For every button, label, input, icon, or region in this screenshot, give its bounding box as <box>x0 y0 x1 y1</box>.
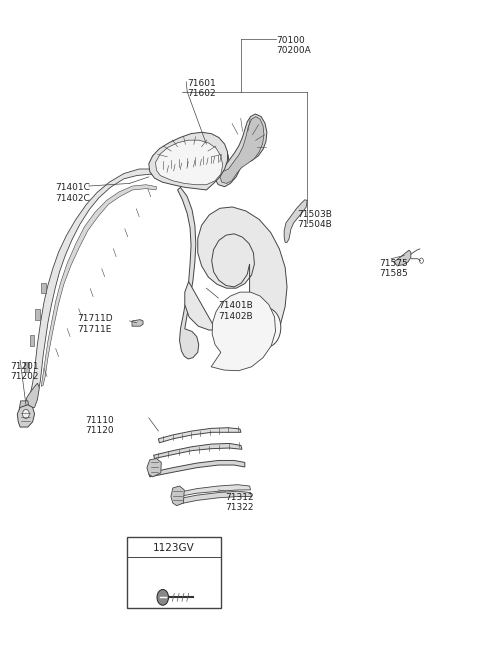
Text: 71110
71120: 71110 71120 <box>85 416 114 436</box>
Polygon shape <box>154 443 242 458</box>
Polygon shape <box>157 140 229 179</box>
Polygon shape <box>220 117 264 183</box>
Polygon shape <box>17 405 35 427</box>
Polygon shape <box>215 114 267 187</box>
Polygon shape <box>41 185 156 386</box>
Text: 71711D
71711E: 71711D 71711E <box>77 314 112 334</box>
Text: 1123GV: 1123GV <box>153 542 195 553</box>
Circle shape <box>23 409 29 419</box>
Text: 71401B
71402B: 71401B 71402B <box>218 301 253 321</box>
Polygon shape <box>30 335 35 346</box>
Polygon shape <box>35 309 40 320</box>
Circle shape <box>157 590 168 605</box>
Text: 71503B
71504B: 71503B 71504B <box>298 210 333 229</box>
Polygon shape <box>41 283 46 293</box>
Bar <box>127 537 221 608</box>
Polygon shape <box>185 207 287 368</box>
Text: 71601
71602: 71601 71602 <box>187 79 216 98</box>
Polygon shape <box>158 153 223 170</box>
Polygon shape <box>178 485 251 496</box>
Polygon shape <box>132 320 143 326</box>
Polygon shape <box>147 458 161 477</box>
Polygon shape <box>171 486 184 506</box>
Circle shape <box>252 308 281 347</box>
Polygon shape <box>284 200 307 242</box>
Polygon shape <box>149 132 228 190</box>
Circle shape <box>420 258 423 263</box>
Polygon shape <box>177 491 252 504</box>
Polygon shape <box>26 169 166 406</box>
Polygon shape <box>166 149 223 177</box>
Polygon shape <box>24 362 29 372</box>
Text: 71575
71585: 71575 71585 <box>379 259 408 278</box>
Polygon shape <box>158 428 241 443</box>
Polygon shape <box>211 292 276 371</box>
Polygon shape <box>26 383 39 407</box>
Polygon shape <box>156 140 223 185</box>
Text: 71401C
71402C: 71401C 71402C <box>55 183 90 203</box>
Text: 70100
70200A: 70100 70200A <box>276 36 311 56</box>
Polygon shape <box>19 401 29 418</box>
Polygon shape <box>178 187 199 359</box>
Text: 71201
71202: 71201 71202 <box>11 362 39 381</box>
Polygon shape <box>394 250 411 266</box>
Polygon shape <box>149 460 245 477</box>
Text: 71312
71322: 71312 71322 <box>226 493 254 512</box>
